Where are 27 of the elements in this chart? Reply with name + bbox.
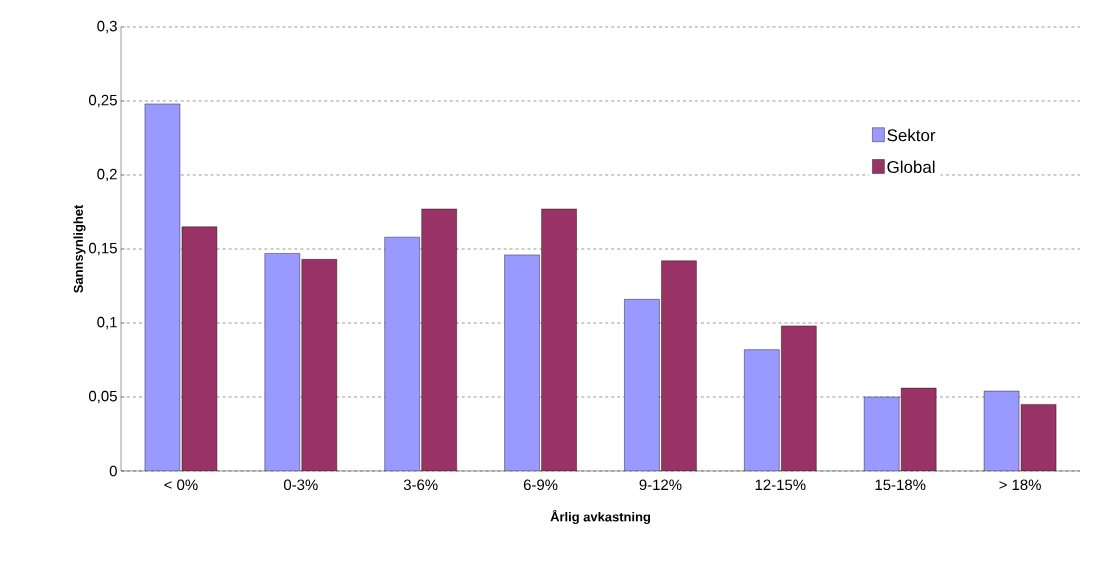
bar [1020, 404, 1057, 471]
bar [421, 209, 457, 471]
x-tick-label: 15-18% [875, 479, 926, 491]
bar [781, 325, 817, 471]
y-tick-label: 0,1 [97, 316, 117, 330]
y-axis-title: Sannsynlighet [73, 204, 86, 293]
y-tick-label: 0,25 [88, 94, 117, 108]
y-tick-label: 0,3 [97, 20, 117, 34]
legend-label: Sektor [887, 128, 936, 142]
y-tick-label: 0,05 [88, 390, 117, 404]
y-tick-label: 0,15 [88, 242, 117, 256]
x-tick-label: 9-12% [639, 479, 682, 491]
bar [901, 388, 937, 471]
bar [301, 259, 337, 471]
bar [541, 209, 577, 471]
x-axis-title: Årlig avkastning [550, 509, 651, 525]
legend-label: Global [887, 160, 935, 174]
x-tick-label: 3-6% [403, 479, 438, 491]
x-tick-label: 0-3% [283, 479, 318, 491]
x-tick-label: < 0% [164, 479, 198, 491]
y-tick-label: 0 [109, 465, 117, 477]
bar [661, 260, 697, 471]
y-tick-label: 0,2 [97, 168, 117, 182]
bar [181, 226, 217, 471]
x-tick-label: 6-9% [523, 479, 558, 491]
x-tick-label: > 18% [999, 479, 1041, 491]
x-tick-label: 12-15% [755, 479, 806, 491]
